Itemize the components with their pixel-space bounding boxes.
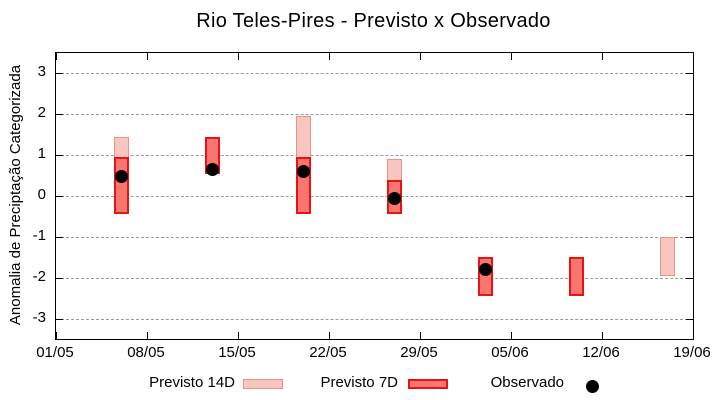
- x-tick-label: 15/05: [218, 344, 256, 361]
- x-tick-mark: [329, 332, 330, 339]
- x-tick-mark: [238, 53, 239, 60]
- y-tick-label: -1: [32, 226, 46, 244]
- x-tick-mark: [693, 332, 694, 339]
- previsto-7d-swatch-icon: [408, 379, 448, 389]
- y-tick-mark: [56, 236, 63, 238]
- previsto-14d-swatch-icon: [243, 379, 283, 389]
- y-tick-label: 0: [37, 186, 46, 203]
- x-tick-label: 12/06: [582, 344, 620, 361]
- observado-point: [114, 169, 128, 183]
- observado-point: [296, 164, 310, 178]
- gridline: [56, 73, 693, 75]
- gridline: [56, 155, 693, 157]
- previsto-14d-bar: [659, 236, 675, 276]
- x-tick-label: 08/05: [127, 344, 165, 361]
- gridline: [56, 318, 693, 320]
- x-tick-mark: [420, 53, 421, 60]
- y-tick-label: -3: [32, 308, 46, 326]
- legend-label-previsto-14d: Previsto 14D: [149, 374, 235, 391]
- y-tick-label: 2: [37, 104, 46, 122]
- legend-label-observado: Observado: [490, 374, 564, 391]
- y-tick-mark: [686, 196, 693, 197]
- x-tick-mark: [238, 332, 239, 339]
- x-tick-label: 01/05: [36, 344, 74, 361]
- observado-point: [478, 263, 492, 277]
- previsto-7d-bar: [568, 257, 584, 297]
- y-tick-mark: [686, 236, 693, 238]
- y-tick-mark: [686, 114, 693, 116]
- gridline: [56, 277, 693, 279]
- y-tick-label: 1: [37, 145, 46, 163]
- y-tick-mark: [686, 318, 693, 320]
- y-tick-label: -2: [32, 267, 46, 285]
- x-tick-mark: [420, 332, 421, 339]
- x-tick-mark: [693, 53, 694, 60]
- x-tick-mark: [511, 53, 512, 60]
- gridline: [56, 236, 693, 238]
- plot-area: [55, 52, 694, 340]
- y-tick-mark: [56, 196, 63, 197]
- y-tick-label: 3: [37, 63, 46, 81]
- observado-point: [387, 191, 401, 205]
- legend-label-previsto-7d: Previsto 7D: [320, 374, 398, 391]
- x-tick-mark: [329, 53, 330, 60]
- gridline: [56, 196, 693, 197]
- y-tick-mark: [686, 73, 693, 75]
- previsto-7d-bar: [113, 157, 129, 215]
- observado-point: [205, 163, 219, 177]
- y-tick-mark: [56, 318, 63, 320]
- x-tick-mark: [56, 332, 57, 339]
- x-tick-mark: [602, 53, 603, 60]
- x-tick-mark: [511, 332, 512, 339]
- x-tick-label: 29/05: [400, 344, 438, 361]
- x-tick-label: 19/06: [673, 344, 711, 361]
- chart-title: Rio Teles-Pires - Previsto x Observado: [196, 10, 551, 32]
- x-tick-mark: [56, 53, 57, 60]
- y-tick-mark: [56, 114, 63, 116]
- x-tick-mark: [602, 332, 603, 339]
- gridline: [56, 114, 693, 116]
- x-tick-mark: [147, 53, 148, 60]
- y-tick-mark: [686, 277, 693, 279]
- y-tick-mark: [56, 155, 63, 157]
- x-tick-mark: [147, 332, 148, 339]
- y-tick-mark: [686, 155, 693, 157]
- observado-dot-icon: [586, 380, 599, 393]
- y-tick-mark: [56, 277, 63, 279]
- x-tick-label: 05/06: [491, 344, 529, 361]
- x-tick-label: 22/05: [309, 344, 347, 361]
- y-tick-mark: [56, 73, 63, 75]
